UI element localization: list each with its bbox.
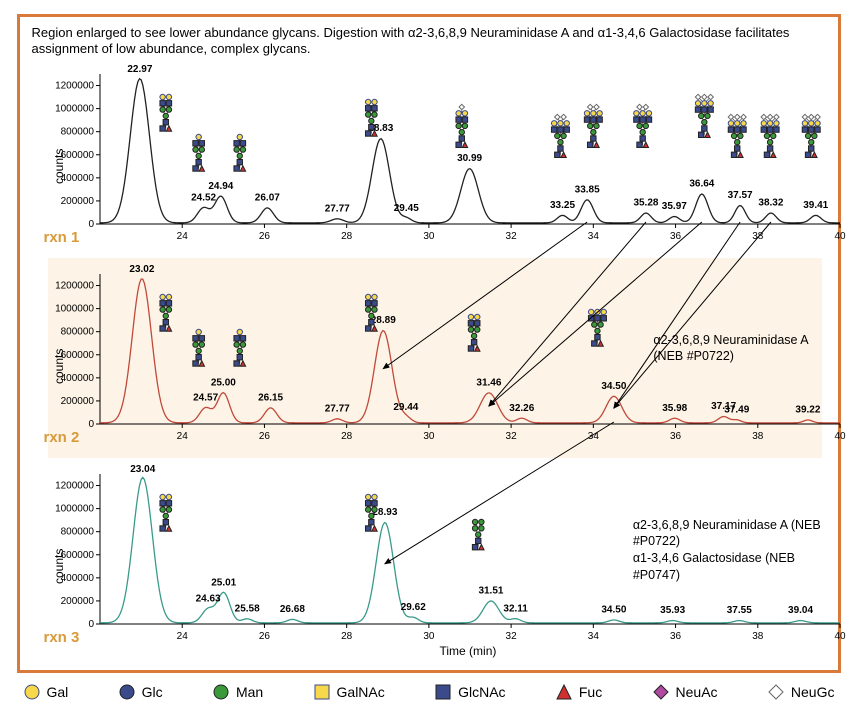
arrows-overlay xyxy=(48,62,850,662)
legend-label: NeuAc xyxy=(676,684,718,700)
neugc-icon xyxy=(767,683,785,701)
panels-container: 0200000400000600000800000100000012000002… xyxy=(28,62,830,662)
legend-item-fuc: Fuc xyxy=(555,683,602,701)
legend-label: Glc xyxy=(142,684,163,700)
legend-item-neugc: NeuGc xyxy=(767,683,835,701)
legend-item-man: Man xyxy=(212,683,263,701)
glcnac-icon xyxy=(434,683,452,701)
legend-item-galnac: GalNAc xyxy=(313,683,385,701)
glc-icon xyxy=(118,683,136,701)
figure-box: Region enlarged to see lower abundance g… xyxy=(17,14,841,673)
legend-label: Fuc xyxy=(579,684,602,700)
man-icon xyxy=(212,683,230,701)
legend-label: GalNAc xyxy=(337,684,385,700)
figure-caption: Region enlarged to see lower abundance g… xyxy=(32,25,826,58)
legend-label: NeuGc xyxy=(791,684,835,700)
legend-item-glcnac: GlcNAc xyxy=(434,683,505,701)
fuc-icon xyxy=(555,683,573,701)
neuac-icon xyxy=(652,683,670,701)
legend-label: Gal xyxy=(47,684,69,700)
gal-icon xyxy=(23,683,41,701)
legend-item-neuac: NeuAc xyxy=(652,683,718,701)
galnac-icon xyxy=(313,683,331,701)
legend-item-gal: Gal xyxy=(23,683,69,701)
legend-item-glc: Glc xyxy=(118,683,163,701)
legend-label: Man xyxy=(236,684,263,700)
legend-label: GlcNAc xyxy=(458,684,505,700)
symbol-legend: Gal Glc Man GalNAc GlcNAc Fuc NeuAc NeuGc xyxy=(17,683,841,701)
